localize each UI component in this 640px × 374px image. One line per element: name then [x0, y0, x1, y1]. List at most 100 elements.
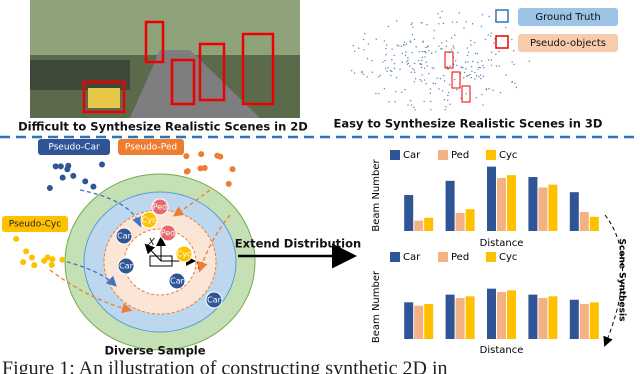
cloud-point — [463, 71, 466, 74]
x-axis-label: Distance — [480, 345, 524, 356]
pseudo-car: Pseudo-Car — [48, 143, 100, 153]
cloud-point — [422, 40, 424, 43]
dot — [46, 185, 53, 192]
node-label: Car — [207, 296, 221, 305]
cloud-point — [436, 77, 438, 80]
cloud-point — [461, 66, 463, 68]
cloud-point — [428, 49, 430, 52]
cloud-point — [487, 34, 489, 36]
dot — [49, 256, 56, 263]
cloud-point — [462, 67, 464, 69]
legend-label: Cyc — [499, 150, 517, 161]
cloud-point — [378, 93, 380, 95]
cloud-point — [395, 76, 398, 79]
cloud-point — [495, 65, 498, 67]
pseudo-box — [461, 85, 471, 103]
cloud-point — [424, 56, 426, 58]
cloud-point — [481, 93, 483, 96]
cloud-point — [441, 47, 443, 50]
cloud-point — [404, 54, 407, 57]
cloud-point — [407, 59, 409, 61]
cloud-point — [466, 47, 468, 49]
cloud-point — [505, 74, 507, 76]
cloud-point — [478, 76, 480, 78]
bar — [404, 195, 414, 231]
cloud-point — [479, 74, 482, 76]
node-label: Cyc — [142, 216, 157, 225]
cloud-point — [415, 46, 417, 48]
pseudo-car-box — [38, 139, 110, 155]
cloud-point — [430, 109, 432, 111]
cloud-point — [420, 63, 422, 65]
cloud-point — [413, 81, 416, 83]
legend-label: Car — [403, 252, 421, 263]
cloud-point — [488, 15, 490, 18]
cloud-point — [393, 67, 396, 70]
cloud-point — [482, 64, 484, 67]
bar — [445, 180, 455, 231]
cloud-point — [410, 41, 412, 43]
cloud-point — [424, 67, 426, 69]
dot — [31, 262, 38, 269]
cloud-point — [465, 68, 467, 70]
cloud-point — [391, 70, 393, 73]
cloud-point — [407, 57, 409, 59]
cloud-point — [490, 59, 493, 61]
bar — [465, 296, 475, 339]
cloud-point — [470, 76, 473, 79]
dot — [41, 257, 48, 264]
cloud-point — [410, 71, 413, 74]
y-axis-label: Beam Number — [371, 158, 382, 231]
cloud-point — [438, 88, 440, 90]
dot — [29, 254, 36, 261]
cloud-point — [379, 74, 381, 77]
legend-gt: Ground Truth — [535, 12, 600, 23]
bar — [569, 192, 579, 231]
cloud-point — [428, 72, 430, 75]
cloud-point — [431, 52, 433, 54]
bar — [497, 292, 506, 339]
cloud-point — [385, 47, 387, 50]
cloud-point — [479, 67, 481, 69]
cloud-point — [471, 23, 474, 25]
dot — [52, 163, 59, 170]
dot — [198, 151, 205, 158]
cloud-point — [469, 73, 471, 76]
cloud-point — [393, 62, 396, 65]
bar — [414, 220, 424, 231]
cloud-point — [443, 80, 446, 82]
cloud-point — [475, 96, 477, 99]
cloud-point — [404, 88, 406, 91]
legend-swatch — [486, 150, 496, 160]
pseudo-cyc-box — [2, 216, 68, 232]
cloud-point — [438, 45, 440, 47]
cloud-point — [400, 45, 403, 47]
cloud-point — [351, 70, 353, 72]
cloud-point — [418, 51, 421, 53]
bar — [538, 298, 548, 339]
cloud-point — [444, 108, 446, 111]
cloud-point — [435, 51, 437, 53]
node-label: Ped — [153, 203, 168, 212]
cloud-point — [448, 84, 451, 86]
cloud-point — [421, 56, 424, 59]
cloud-point — [438, 23, 440, 25]
cloud-point — [425, 83, 427, 85]
cloud-point — [445, 45, 447, 48]
cloud-point — [445, 106, 447, 108]
node-circle — [168, 272, 186, 290]
cloud-point — [407, 104, 409, 106]
cloud-point — [413, 106, 415, 109]
cloud-point — [442, 22, 445, 25]
cloud-point — [445, 40, 448, 42]
cloud-point — [467, 61, 469, 63]
pseudo-box — [451, 71, 461, 89]
cloud-point — [451, 21, 454, 23]
node-label: Car — [170, 277, 184, 286]
cloud-point — [383, 40, 386, 42]
cloud-point — [430, 100, 432, 103]
legend-swatch — [486, 252, 496, 262]
cloud-point — [437, 13, 439, 15]
cloud-point — [371, 59, 373, 62]
bar — [507, 290, 516, 339]
